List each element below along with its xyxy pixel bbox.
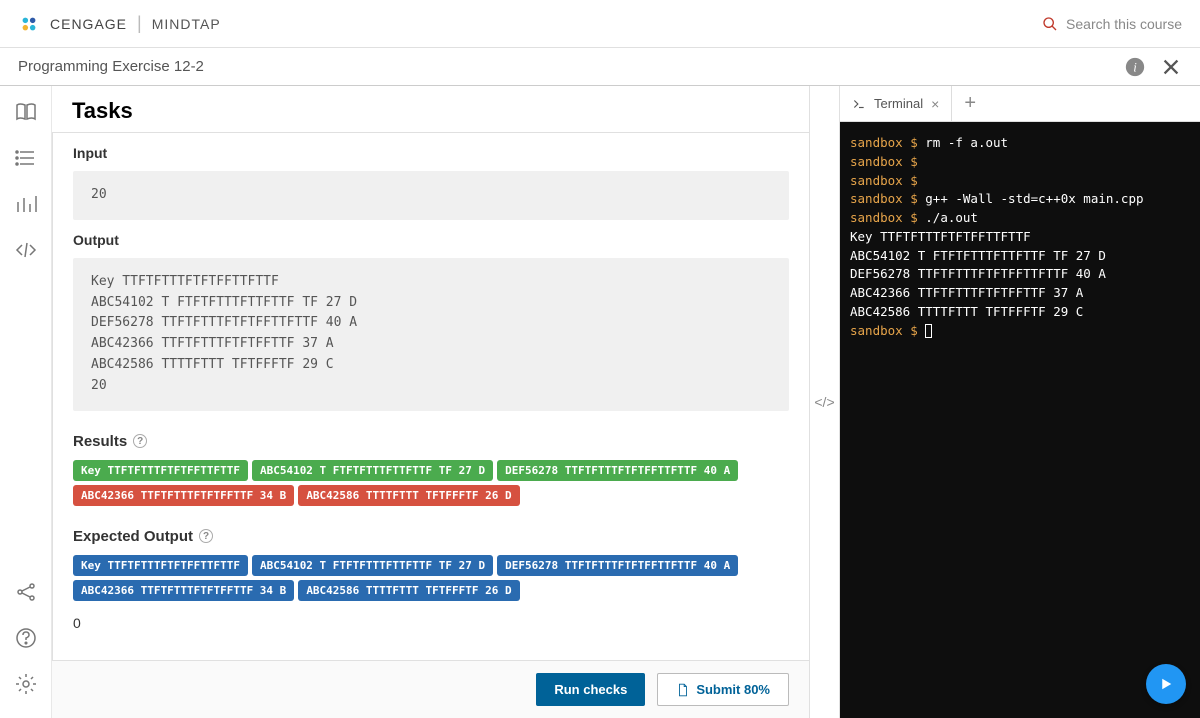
search-icon (1042, 16, 1058, 32)
nav-settings-icon[interactable] (14, 672, 38, 696)
search-placeholder: Search this course (1066, 16, 1182, 32)
submit-button[interactable]: Submit 80% (657, 673, 789, 706)
result-chip: DEF56278 TTFTFTTTFTFTFFTTFTTF 40 A (497, 460, 738, 481)
terminal-panel: Terminal × + sandbox $ rm -f a.outsandbo… (840, 86, 1200, 718)
output-box: Key TTFTFTTTFTFTFFTTFTTF ABC54102 T FTFT… (73, 258, 789, 411)
nav-chart-icon[interactable] (14, 192, 38, 216)
info-icon[interactable]: i (1124, 56, 1146, 78)
brand-separator: | (137, 13, 142, 34)
result-chip: ABC54102 T FTFTFTTTFTTFTTF TF 27 D (252, 555, 493, 576)
results-chips: Key TTFTFTTTFTFTFFTTFTTFABC54102 T FTFTF… (73, 460, 789, 506)
brand: CENGAGE | MINDTAP (18, 13, 221, 35)
tasks-panel: Tasks Input 20 Output Key TTFTFTTTFTFTFF… (52, 86, 810, 718)
result-chip: ABC42586 TTTTFTTT TFTFFFTF 26 D (298, 485, 519, 506)
input-box: 20 (73, 171, 789, 220)
brand-name-1: CENGAGE (50, 16, 127, 32)
result-chip: Key TTFTFTTTFTFTFFTTFTTF (73, 555, 248, 576)
file-icon (676, 683, 690, 697)
output-label: Output (73, 232, 789, 248)
expected-chips: Key TTFTFTTTFTFTFFTTFTTFABC54102 T FTFTF… (73, 555, 789, 601)
terminal-icon (852, 97, 866, 111)
run-checks-button[interactable]: Run checks (536, 673, 645, 706)
panel-divider[interactable]: </> (810, 86, 840, 718)
run-fab-button[interactable] (1146, 664, 1186, 704)
results-label: Results ? (73, 433, 789, 450)
result-chip: DEF56278 TTFTFTTTFTFTFFTTFTTF 40 A (497, 555, 738, 576)
input-label: Input (73, 145, 789, 161)
left-nav (0, 86, 52, 718)
nav-code-icon[interactable] (14, 238, 38, 262)
add-tab-button[interactable]: + (952, 86, 988, 121)
result-chip: ABC42366 TTFTFTTTFTFTFFTTF 34 B (73, 580, 294, 601)
result-chip: ABC42586 TTTTFTTT TFTFFFTF 26 D (298, 580, 519, 601)
terminal-body[interactable]: sandbox $ rm -f a.outsandbox $ sandbox $… (840, 122, 1200, 718)
sub-header: Programming Exercise 12-2 i (0, 48, 1200, 86)
play-icon (1157, 675, 1175, 693)
close-icon[interactable] (1160, 56, 1182, 78)
terminal-tab[interactable]: Terminal × (840, 86, 952, 121)
result-chip: ABC42366 TTFTFTTTFTFTFFTTF 34 B (73, 485, 294, 506)
terminal-tabs: Terminal × + (840, 86, 1200, 122)
search-box[interactable]: Search this course (1042, 16, 1182, 32)
nav-book-icon[interactable] (14, 100, 38, 124)
help-icon[interactable]: ? (133, 434, 147, 448)
brand-logo-icon (18, 13, 40, 35)
page-title: Programming Exercise 12-2 (18, 58, 204, 75)
tasks-body: Input 20 Output Key TTFTFTTTFTFTFFTTFTTF… (52, 132, 809, 660)
code-collapse-icon: </> (814, 394, 834, 410)
brand-name-2: MINDTAP (152, 16, 221, 32)
result-chip: ABC54102 T FTFTFTTTFTTFTTF TF 27 D (252, 460, 493, 481)
tasks-title: Tasks (52, 86, 809, 132)
nav-list-icon[interactable] (14, 146, 38, 170)
top-bar: CENGAGE | MINDTAP Search this course (0, 0, 1200, 48)
result-chip: Key TTFTFTTTFTFTFFTTFTTF (73, 460, 248, 481)
tasks-footer: Run checks Submit 80% (52, 660, 809, 718)
nav-share-icon[interactable] (14, 580, 38, 604)
svg-text:i: i (1133, 60, 1137, 74)
tab-close-icon[interactable]: × (931, 96, 939, 112)
help-icon[interactable]: ? (199, 529, 213, 543)
expected-label: Expected Output ? (73, 528, 789, 545)
main-area: Tasks Input 20 Output Key TTFTFTTTFTFTFF… (0, 86, 1200, 718)
trailing-value: 0 (73, 615, 789, 631)
nav-help-icon[interactable] (14, 626, 38, 650)
